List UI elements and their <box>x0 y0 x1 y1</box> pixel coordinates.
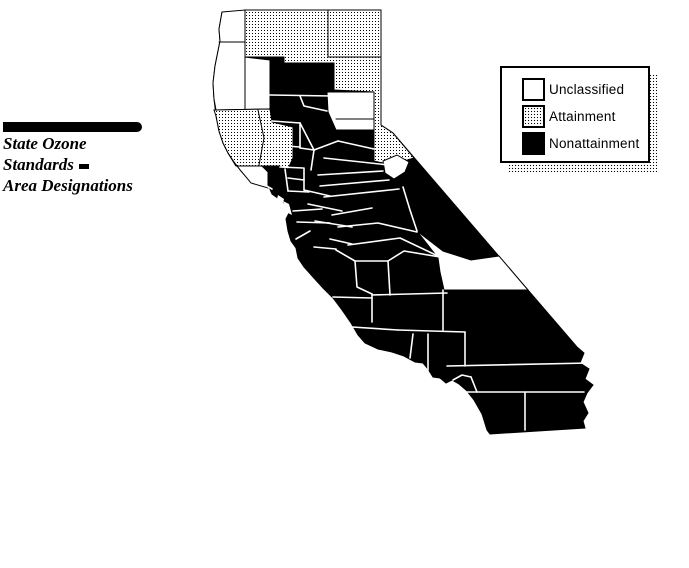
legend-item-unclassified: Unclassified <box>522 77 625 101</box>
legend-item-nonattainment: Nonattainment <box>522 131 640 155</box>
title-line-3: Area Designations <box>3 176 133 195</box>
region-east-desert-unclassified <box>416 230 530 291</box>
county-lines-on-black <box>262 94 590 431</box>
title-underline-bar <box>3 122 142 132</box>
region-northern-sierra-unclassified <box>326 91 375 131</box>
bay-water-gap <box>277 195 292 215</box>
region-north-coast-attainment <box>213 108 294 170</box>
title-line-1: State Ozone <box>3 134 87 153</box>
legend-box: Unclassified Attainment Nonattainment <box>500 66 650 163</box>
unclassified-swatch-icon <box>522 77 545 101</box>
county-lines-on-light <box>218 9 382 166</box>
title-line-2-text: Standards <box>3 155 74 174</box>
legend-label: Unclassified <box>549 81 625 97</box>
title-line-2: Standards <box>3 154 193 175</box>
region-coastal-wedge-unclassified <box>227 152 269 189</box>
title-dash-icon <box>78 163 89 169</box>
region-northeast-attainment <box>244 9 415 166</box>
nonattainment-swatch-icon <box>522 131 545 155</box>
legend-item-attainment: Attainment <box>522 104 616 128</box>
map-title: State Ozone Standards Area Designations <box>3 133 193 196</box>
region-east-central-unclassified <box>382 154 410 180</box>
legend-label: Attainment <box>549 108 616 124</box>
attainment-swatch-icon <box>522 104 545 128</box>
legend-label: Nonattainment <box>549 135 640 151</box>
